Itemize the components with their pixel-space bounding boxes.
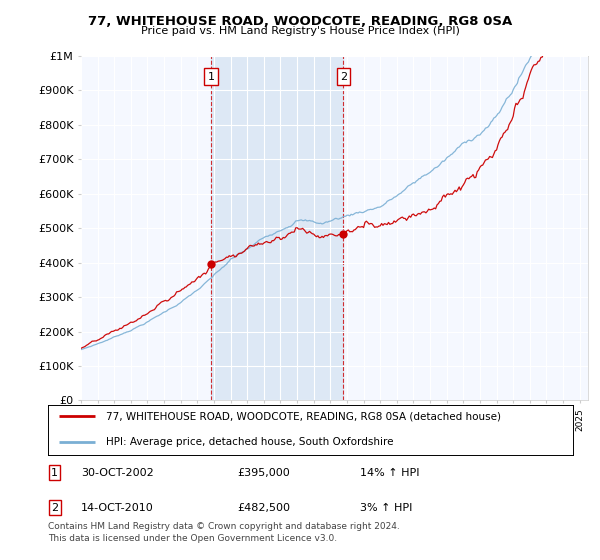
Text: Contains HM Land Registry data © Crown copyright and database right 2024.
This d: Contains HM Land Registry data © Crown c… [48,522,400,543]
Bar [211,56,343,400]
Text: HPI: Average price, detached house, South Oxfordshire: HPI: Average price, detached house, Sout… [106,437,393,447]
Text: 2: 2 [340,72,347,82]
Text: 2: 2 [51,503,58,513]
Text: 77, WHITEHOUSE ROAD, WOODCOTE, READING, RG8 0SA: 77, WHITEHOUSE ROAD, WOODCOTE, READING, … [88,15,512,28]
Text: 14% ↑ HPI: 14% ↑ HPI [360,468,419,478]
Text: 30-OCT-2002: 30-OCT-2002 [81,468,154,478]
Text: 1: 1 [51,468,58,478]
Text: 77, WHITEHOUSE ROAD, WOODCOTE, READING, RG8 0SA (detached house): 77, WHITEHOUSE ROAD, WOODCOTE, READING, … [106,411,501,421]
Text: 3% ↑ HPI: 3% ↑ HPI [360,503,412,513]
Text: £395,000: £395,000 [237,468,290,478]
Text: Price paid vs. HM Land Registry's House Price Index (HPI): Price paid vs. HM Land Registry's House … [140,26,460,36]
Text: £482,500: £482,500 [237,503,290,513]
Text: 14-OCT-2010: 14-OCT-2010 [81,503,154,513]
Text: 1: 1 [208,72,215,82]
